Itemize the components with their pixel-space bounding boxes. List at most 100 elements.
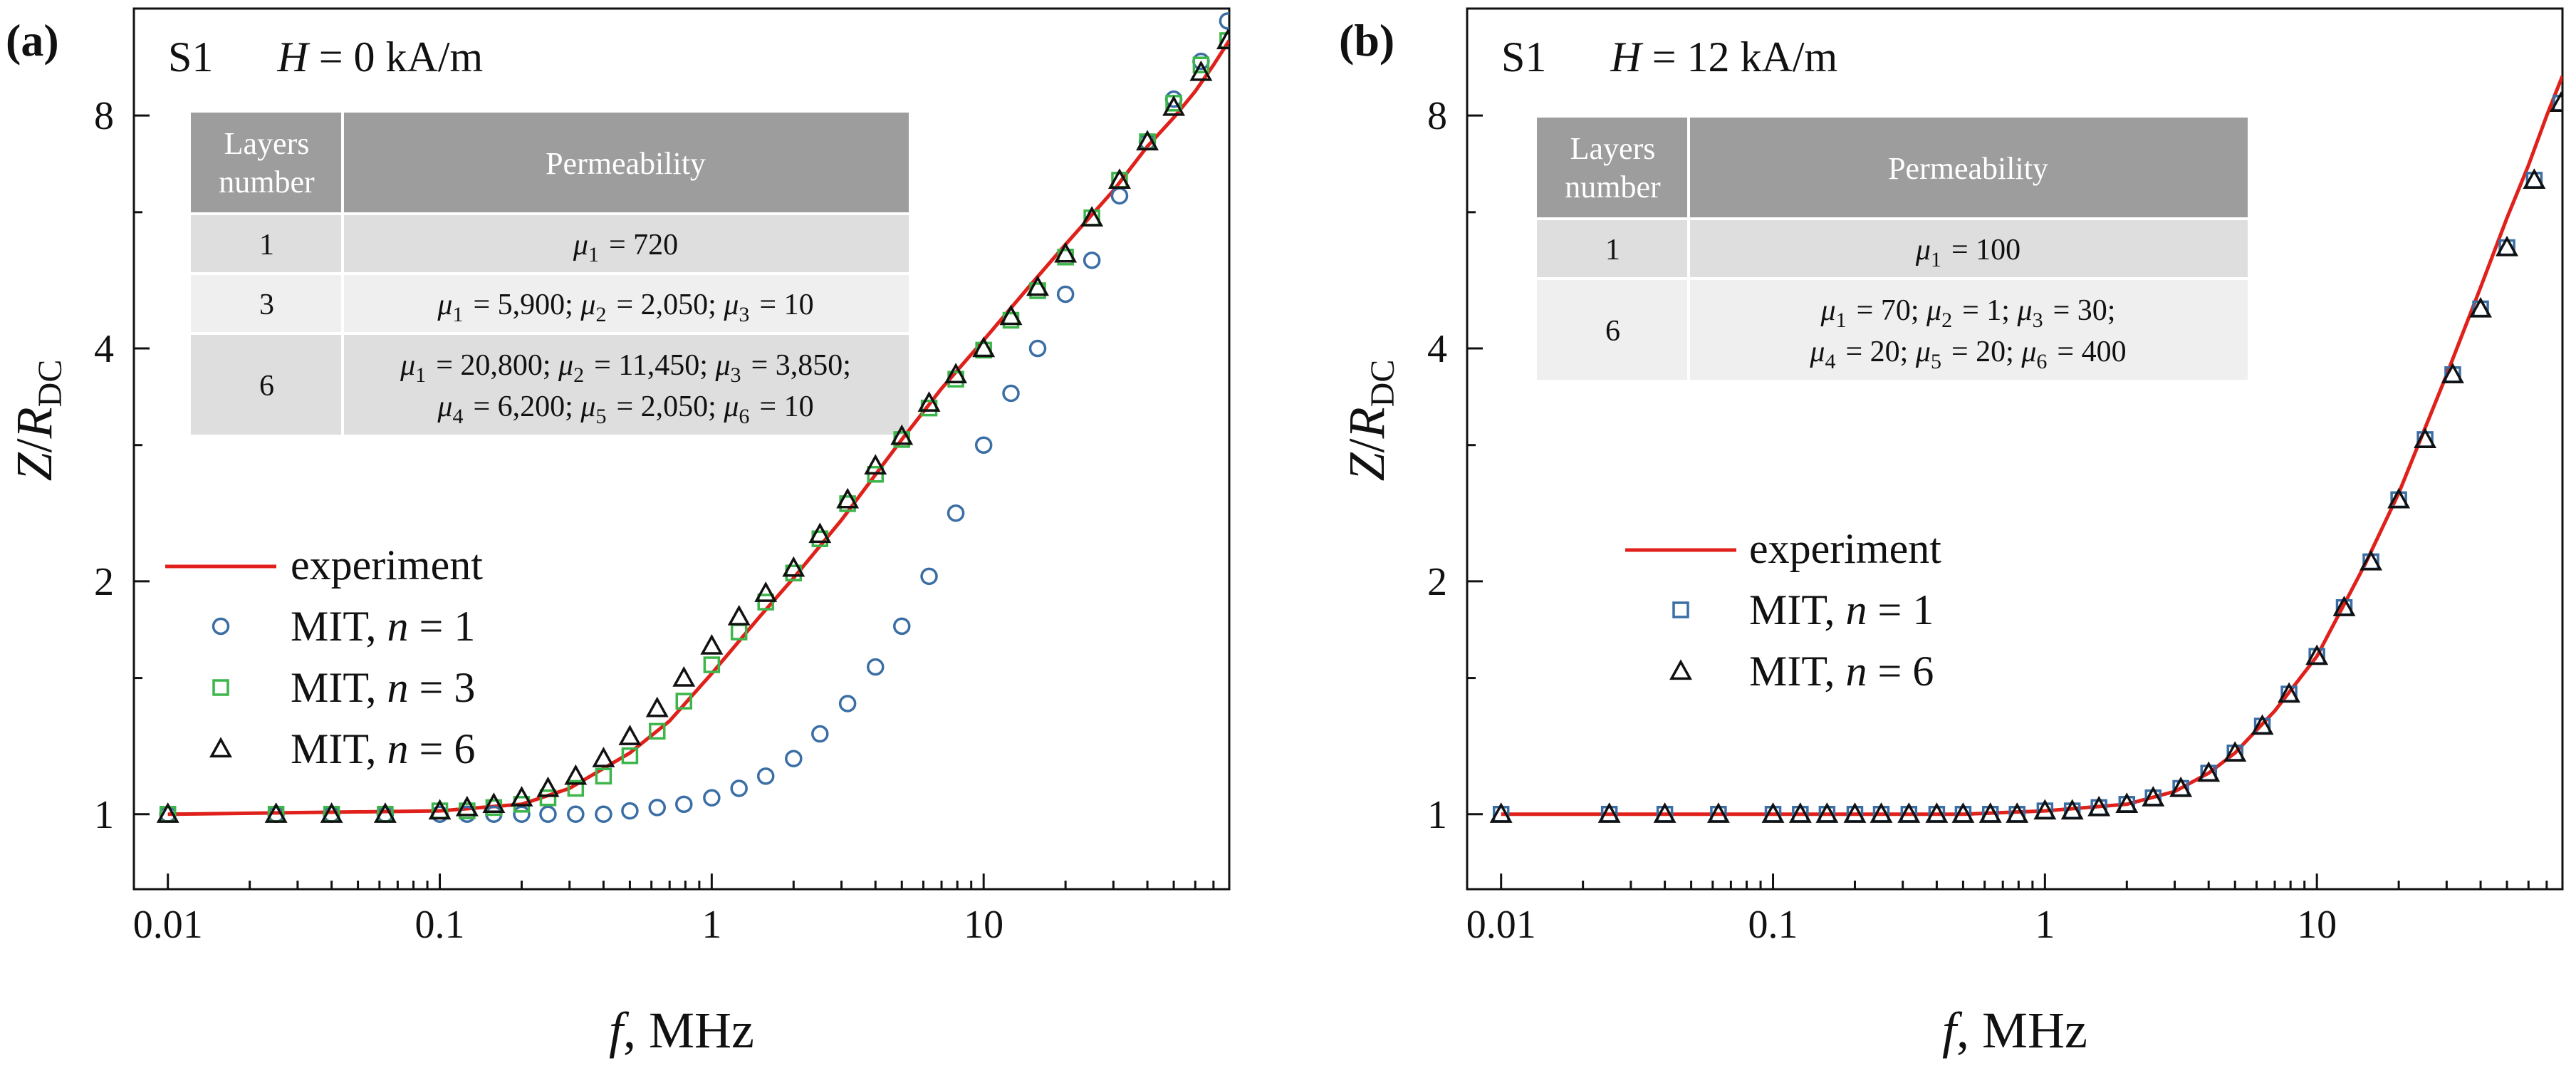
data-point-mit-n-6	[2414, 427, 2437, 449]
data-point-mit-n-6	[156, 802, 179, 823]
data-point-mit-n-1	[756, 767, 775, 785]
series-mit-n-6-a	[156, 28, 1229, 823]
legend-a: experiment MIT, n = 1 MIT, n = 3 MIT, n = 6	[165, 541, 483, 772]
data-point-mit-n-6	[564, 764, 588, 785]
data-point-mit-n-1	[539, 805, 557, 824]
table-cell-layers: 1	[259, 229, 274, 261]
data-point-mit-n-6	[2033, 799, 2057, 820]
table-cell-layers: 1	[1605, 234, 1620, 266]
legend-label: experiment	[291, 541, 483, 589]
data-point-mit-n-1	[703, 789, 721, 807]
data-point-mit-n-6	[1925, 802, 1949, 823]
data-point-mit-n-6	[320, 802, 343, 823]
y-axis-title-b: Z/RDC	[1338, 360, 1402, 482]
data-point-mit-n-6	[1489, 802, 1513, 823]
legend-label: MIT, n = 1	[291, 603, 475, 650]
data-point-mit-n-6	[700, 634, 724, 655]
series-line-experiment-a	[167, 39, 1229, 817]
table-header-layers: Layers	[224, 126, 310, 161]
data-point-mit-n-3	[567, 779, 585, 797]
data-point-mit-n-6	[2359, 549, 2383, 571]
data-point-mit-n-3	[757, 593, 774, 611]
series-mit-n-1-a	[159, 12, 1229, 824]
data-point-mit-n-6	[592, 747, 615, 767]
y-tick-label-a: 1	[94, 793, 114, 837]
x-tick-label-b: 1	[2035, 903, 2055, 947]
data-point-mit-n-6	[482, 792, 506, 813]
data-point-mit-n-6	[1054, 242, 1078, 263]
panel-label-a: (a)	[6, 15, 59, 66]
legend-swatch-circle	[212, 617, 230, 636]
data-point-mit-n-6	[536, 776, 560, 797]
data-point-mit-n-6	[618, 725, 642, 745]
data-point-mit-n-6	[864, 454, 887, 475]
legend-swatch-triangle	[1669, 659, 1692, 680]
data-point-mit-n-6	[264, 802, 288, 823]
data-point-mit-n-3	[1192, 56, 1210, 73]
data-point-mit-n-6	[1216, 28, 1229, 50]
y-tick-label-a: 2	[94, 560, 114, 604]
table-cell-permeability: μ1 = 720	[573, 229, 678, 266]
series-line-experiment-b	[1501, 75, 2562, 817]
data-point-mit-n-1	[1083, 252, 1101, 269]
data-point-mit-n-6	[2087, 795, 2111, 817]
data-point-mit-n-1	[1056, 285, 1075, 304]
data-point-mit-n-3	[675, 693, 693, 710]
table-cell-permeability: μ4 = 6,200; μ5 = 2,050; μ6 = 10	[437, 390, 813, 428]
data-point-mit-n-6	[1761, 802, 1785, 823]
y-axis-title-a: Z/RDC	[6, 360, 69, 482]
data-point-mit-n-1	[567, 805, 585, 824]
data-point-mit-n-6	[1706, 802, 1730, 823]
table-cell-layers: 3	[259, 289, 274, 321]
x-axis-title-b: f, MHz	[1942, 1002, 2087, 1059]
y-tick-label-a: 8	[94, 94, 114, 138]
data-point-mit-n-6	[1815, 802, 1839, 823]
table-cell-layers: 6	[1605, 315, 1620, 348]
legend-label: MIT, n = 6	[1749, 648, 1934, 695]
data-point-mit-n-6	[428, 799, 452, 820]
info-label-a: S1 H = 0 kA/m	[168, 33, 483, 81]
data-point-mit-n-6	[2278, 682, 2301, 703]
data-point-mit-n-6	[1136, 130, 1159, 151]
series-mit-n-6-b	[1489, 91, 2562, 823]
data-point-mit-n-6	[999, 304, 1023, 326]
table-cell-permeability: μ1 = 70; μ2 = 1; μ3 = 30;	[1820, 294, 2116, 332]
axes-frame-b	[1466, 7, 2564, 891]
table-header-layers: Layers	[1570, 131, 1656, 166]
table-header-layers: number	[1565, 170, 1661, 204]
data-point-mit-n-6	[2387, 487, 2411, 509]
data-point-mit-n-6	[972, 336, 996, 358]
table-header-permeability: Permeability	[1888, 151, 2048, 186]
table-header-bg	[1537, 118, 2248, 217]
data-point-mit-n-6	[808, 522, 832, 544]
x-tick-label-a: 1	[702, 903, 721, 947]
x-tick-label-b: 0.1	[1748, 903, 1798, 947]
permeability-table-b: Layers number Permeability 1 μ1 = 100 6 μ1 = 7…	[1537, 118, 2248, 380]
data-point-mit-n-6	[510, 786, 533, 807]
data-point-mit-n-6	[1870, 802, 1893, 823]
data-point-mit-n-1	[1110, 187, 1129, 205]
legend-swatch-square	[212, 679, 229, 696]
data-point-mit-n-6	[1951, 802, 1975, 823]
permeability-table-a: Layers number Permeability 1 μ1 = 720 3 μ1 = 5…	[191, 113, 909, 435]
data-point-mit-n-6	[2549, 91, 2562, 112]
table-row	[191, 215, 909, 272]
legend-swatch-square	[1672, 601, 1689, 618]
data-point-mit-n-6	[1026, 275, 1050, 296]
data-point-mit-n-6	[373, 802, 397, 823]
data-point-mit-n-1	[648, 799, 666, 817]
data-point-mit-n-6	[455, 795, 479, 817]
data-point-mit-n-6	[944, 363, 968, 383]
table-header-permeability: Permeability	[546, 146, 706, 181]
data-point-mit-n-6	[672, 665, 696, 687]
data-point-mit-n-1	[974, 436, 993, 454]
axes-frame-a	[132, 7, 1231, 891]
data-point-mit-n-1	[1002, 384, 1020, 403]
legend-label: MIT, n = 6	[291, 725, 475, 772]
table-cell-permeability: μ1 = 100	[1915, 234, 2020, 271]
data-point-mit-n-6	[1107, 168, 1131, 190]
data-point-mit-n-6	[2469, 296, 2493, 318]
table-cell-layers: 6	[259, 370, 274, 403]
legend-label: experiment	[1749, 525, 1941, 572]
